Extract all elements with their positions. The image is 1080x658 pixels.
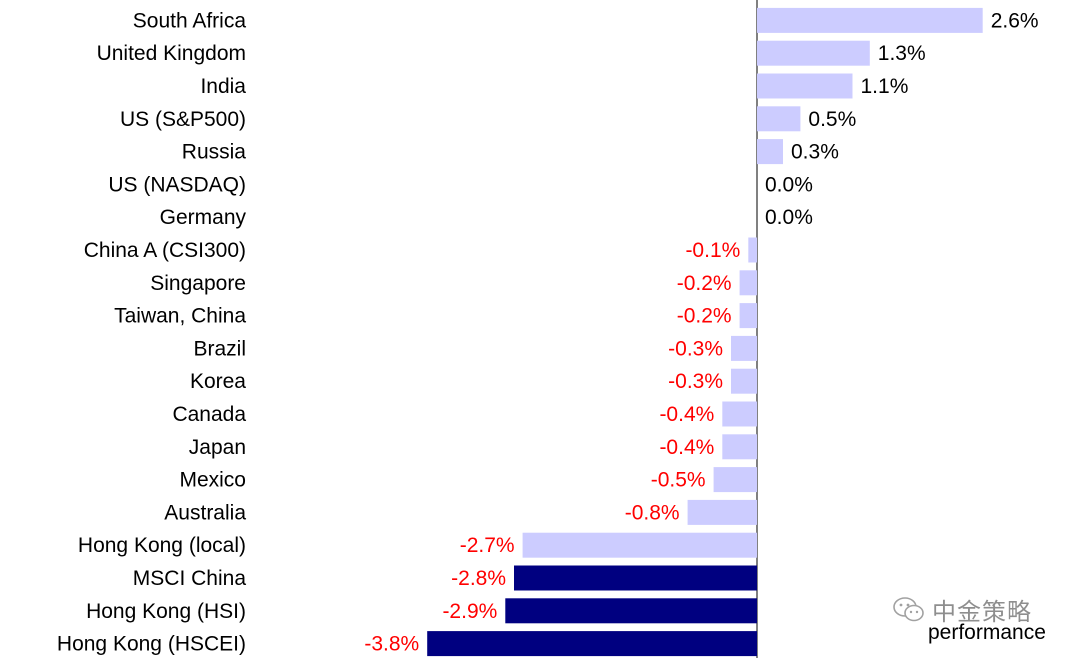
category-label: MSCI China bbox=[133, 567, 247, 590]
value-label: -0.1% bbox=[685, 239, 740, 262]
bar bbox=[722, 434, 757, 460]
bar bbox=[505, 598, 757, 624]
value-label: 0.0% bbox=[765, 206, 813, 229]
value-label: -2.7% bbox=[460, 534, 515, 557]
bar bbox=[731, 368, 757, 394]
value-label: 0.3% bbox=[791, 141, 839, 164]
value-label: 1.3% bbox=[878, 42, 926, 65]
value-label: -0.8% bbox=[625, 501, 680, 524]
bar bbox=[713, 467, 757, 493]
value-label: -0.2% bbox=[677, 305, 732, 328]
value-label: 1.1% bbox=[861, 75, 909, 98]
value-label: -2.9% bbox=[442, 600, 497, 623]
value-label: 0.5% bbox=[808, 108, 856, 131]
bar bbox=[757, 7, 983, 33]
category-label: China A (CSI300) bbox=[84, 239, 246, 262]
value-label: -0.3% bbox=[668, 337, 723, 360]
category-label: Taiwan, China bbox=[114, 305, 246, 328]
category-label: Hong Kong (HSI) bbox=[86, 600, 246, 623]
category-label: Hong Kong (local) bbox=[78, 534, 246, 557]
value-label: -0.3% bbox=[668, 370, 723, 393]
category-label: Hong Kong (HSCEI) bbox=[57, 633, 246, 656]
value-label: 2.6% bbox=[991, 9, 1039, 32]
bar bbox=[731, 335, 757, 361]
wechat-icon bbox=[893, 596, 924, 621]
value-label: -3.8% bbox=[364, 633, 419, 656]
category-label: Russia bbox=[182, 141, 247, 164]
category-label: Australia bbox=[164, 501, 246, 524]
category-label: India bbox=[200, 75, 246, 98]
bar bbox=[522, 532, 757, 558]
category-label: South Africa bbox=[133, 9, 247, 32]
bar bbox=[739, 303, 757, 329]
bar bbox=[757, 106, 801, 132]
category-label: US (NASDAQ) bbox=[108, 173, 246, 196]
bar bbox=[757, 40, 870, 66]
category-label: United Kingdom bbox=[97, 42, 246, 65]
category-label: US (S&P500) bbox=[120, 108, 246, 131]
value-label: -0.4% bbox=[659, 436, 714, 459]
bar bbox=[722, 401, 757, 427]
bar bbox=[687, 499, 757, 525]
value-label: -0.4% bbox=[659, 403, 714, 426]
value-label: 0.0% bbox=[765, 173, 813, 196]
watermark: 中金策略 bbox=[892, 592, 1032, 627]
bar bbox=[748, 237, 757, 263]
value-label: -0.2% bbox=[677, 272, 732, 295]
legend-fragment-text: performance bbox=[928, 621, 1046, 644]
bar bbox=[757, 139, 783, 165]
bar bbox=[757, 73, 853, 99]
category-label: Canada bbox=[172, 403, 246, 426]
category-label: Korea bbox=[190, 370, 246, 393]
value-label: -0.5% bbox=[651, 469, 706, 492]
bar bbox=[427, 631, 757, 657]
category-label: Brazil bbox=[193, 337, 246, 360]
value-label: -2.8% bbox=[451, 567, 506, 590]
category-label: Singapore bbox=[150, 272, 246, 295]
category-label: Japan bbox=[189, 436, 246, 459]
category-label: Germany bbox=[160, 206, 247, 229]
bar bbox=[739, 270, 757, 296]
watermark-text: 中金策略 bbox=[932, 598, 1032, 626]
category-label: Mexico bbox=[179, 469, 246, 492]
bar bbox=[514, 565, 757, 591]
